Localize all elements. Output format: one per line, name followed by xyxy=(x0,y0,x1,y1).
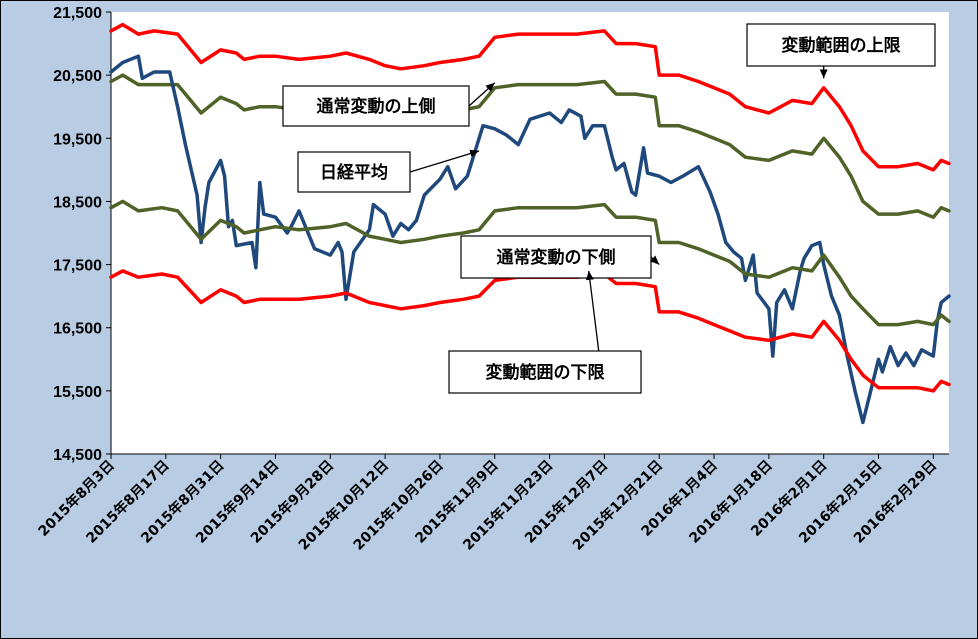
annotation-box xyxy=(448,350,642,394)
series-line-1 xyxy=(109,22,951,172)
annotation-label: 通常変動の下側 xyxy=(497,247,616,268)
y-tick-label: 17,500 xyxy=(53,258,102,275)
annotation-arrow xyxy=(468,82,496,107)
annotation-normal-upper: 通常変動の上側 xyxy=(282,82,496,127)
annotation-arrow xyxy=(409,149,480,173)
annotation-arrow xyxy=(585,270,600,352)
y-tick-label: 14,500 xyxy=(53,447,102,464)
series-line-2 xyxy=(109,73,951,219)
y-tick-label: 15,500 xyxy=(53,384,102,401)
annotation-normal-lower: 通常変動の下側 xyxy=(460,235,660,279)
annotation-nikkei: 日経平均 xyxy=(297,149,480,193)
y-tick-label: 18,500 xyxy=(53,194,102,211)
y-tick-label: 20,500 xyxy=(53,68,102,85)
annotation-label: 日経平均 xyxy=(320,162,388,183)
annotation-box xyxy=(746,23,936,67)
annotation-box xyxy=(297,151,411,193)
annotation-range-upper: 変動範囲の上限 xyxy=(746,23,936,79)
series-line-4 xyxy=(109,199,951,327)
y-tick-label: 16,500 xyxy=(53,321,102,338)
annotation-box xyxy=(460,235,652,279)
y-tick-label: 19,500 xyxy=(53,131,102,148)
series-line-3 xyxy=(109,54,951,425)
annotation-label: 変動範囲の下限 xyxy=(486,362,605,383)
annotation-arrow xyxy=(649,255,660,266)
annotation-label: 変動範囲の上限 xyxy=(782,35,901,56)
annotation-label: 通常変動の上側 xyxy=(317,96,436,117)
y-axis: 14,500 15,500 16,500 17,500 18,500 19,500 20,5… xyxy=(53,5,112,464)
y-tick-label: 21,500 xyxy=(53,5,102,22)
annotation-box xyxy=(282,85,470,127)
annotation-range-lower: 変動範囲の下限 xyxy=(448,270,642,394)
